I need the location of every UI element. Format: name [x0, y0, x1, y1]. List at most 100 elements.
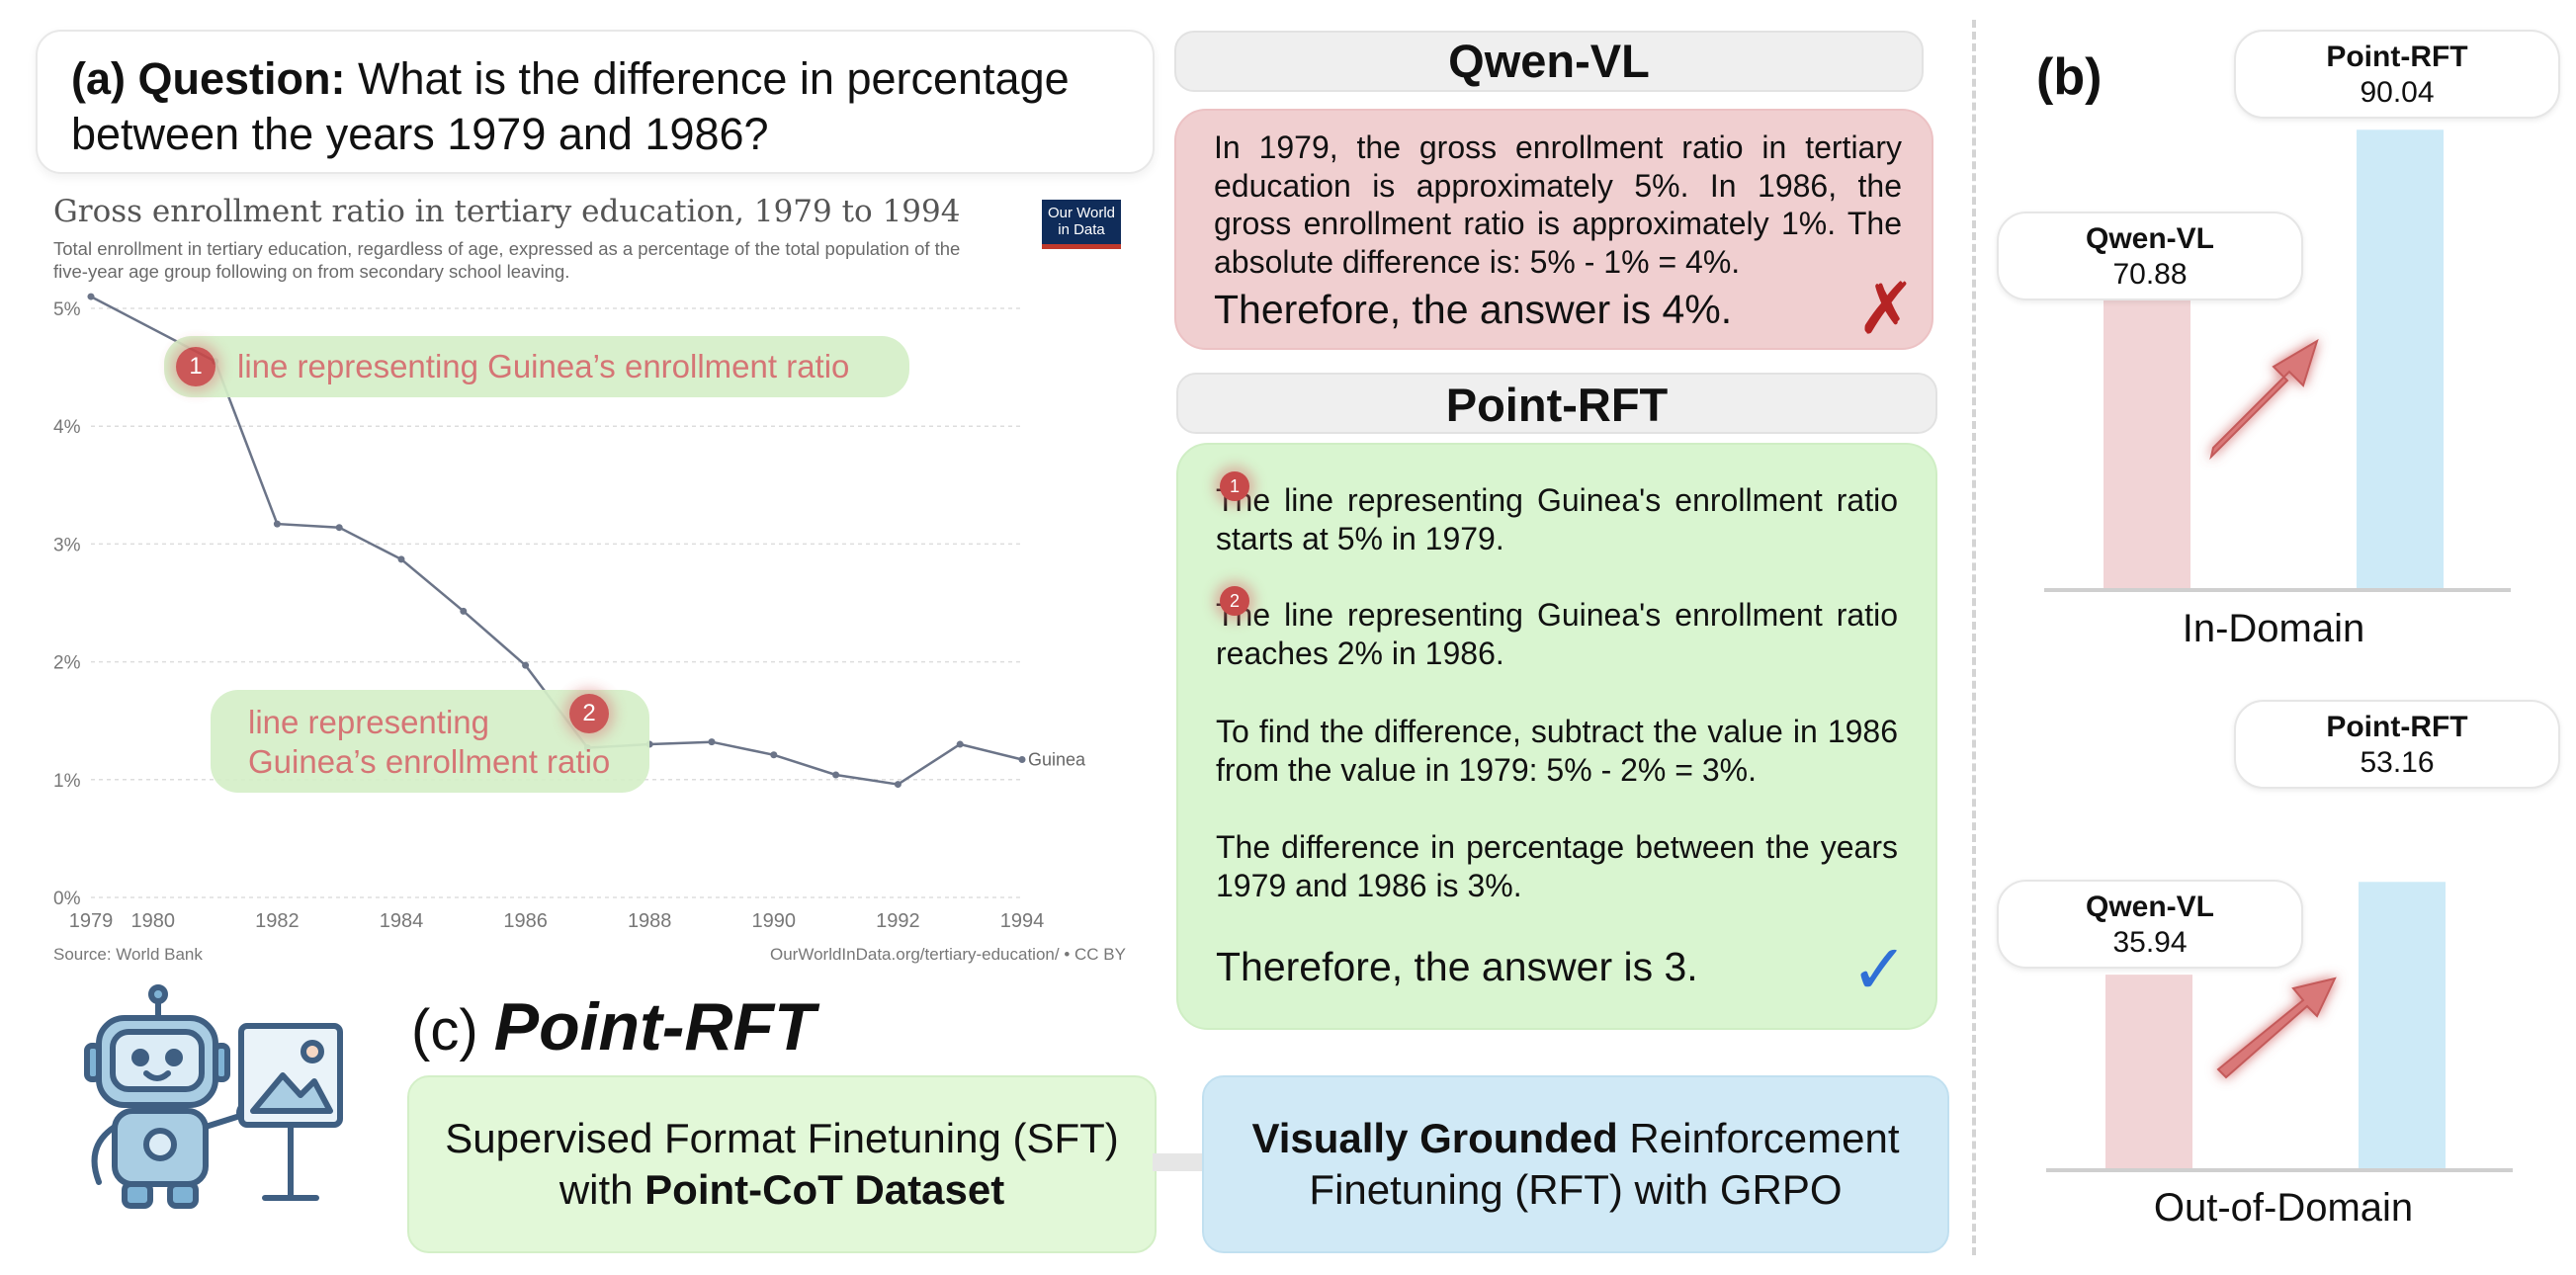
point-rft-step-3: To find the difference, subtract the val… [1216, 714, 1898, 788]
panel-b-label: (b) [2036, 48, 2103, 106]
out-domain-point-value: 53.16 [2360, 746, 2435, 779]
out-domain-caption: Out-of-Domain [2153, 1186, 2414, 1230]
question-line-1: (a) Question: What is the difference in … [71, 51, 1070, 107]
point-rft-step-2: The line representing Guinea's enrollmen… [1216, 597, 1898, 671]
question-bubble: (a) Question: What is the difference in … [36, 30, 1155, 174]
up-arrow-icon-small [2216, 977, 2337, 1079]
in-domain-bar-point-rft [2357, 129, 2444, 588]
in-domain-point-value: 90.04 [2360, 76, 2435, 109]
question-label: (a) Question: [71, 53, 346, 104]
rft-bold-label: Visually Grounded [1251, 1115, 1618, 1161]
y-tick-label: 0% [53, 889, 81, 909]
x-tick-label: 1994 [1000, 910, 1045, 932]
out-domain-qwen-name: Qwen-VL [2085, 891, 2214, 923]
robot-icon [84, 984, 262, 1209]
x-tick-label: 1990 [752, 910, 797, 932]
in-domain-qwen-value: 70.88 [2112, 258, 2188, 291]
in-domain-point-name: Point-RFT [2326, 41, 2468, 73]
sft-stage-box: Supervised Format Finetuning (SFT) with … [407, 1075, 1157, 1253]
step-marker-1: 1 [1220, 471, 1249, 501]
data-point [522, 661, 530, 669]
annotation-2-line-1: line representing [248, 704, 489, 740]
point-rft-response: The line representing Guinea's enrollmen… [1176, 443, 1937, 1030]
cross-mark-icon: ✗ [1856, 270, 1917, 349]
stage-connector [1153, 1153, 1202, 1171]
chart-source: Source: World Bank [53, 945, 203, 964]
data-point [770, 751, 778, 759]
y-tick-label: 1% [53, 771, 81, 792]
data-point [956, 740, 964, 748]
marker-1: 1 [176, 347, 215, 386]
qwen-reasoning: In 1979, the gross enrollment ratio in t… [1214, 129, 1902, 280]
question-line-2: between the years 1979 and 1986? [71, 109, 769, 159]
in-domain-qwen-name: Qwen-VL [2085, 222, 2214, 255]
check-mark-icon: ✓ [1850, 931, 1909, 1008]
out-domain-bar-point-rft [2359, 882, 2446, 1168]
owid-logo: Our World in Data [1042, 200, 1121, 249]
x-tick-label: 1979 [69, 910, 114, 932]
y-tick-label: 4% [53, 417, 81, 438]
data-point [460, 607, 468, 615]
chart-subtitle-1: Total enrollment in tertiary education, … [53, 238, 961, 259]
data-point [832, 771, 840, 779]
panel-c-title: Point-RFT [493, 989, 816, 1064]
out-domain-qwen-value: 35.94 [2112, 926, 2188, 959]
y-tick-label: 3% [53, 535, 81, 555]
data-point [708, 738, 716, 746]
picture-easel-icon [238, 1023, 343, 1201]
x-tick-label: 1986 [503, 910, 548, 932]
in-domain-qwen-label: Qwen-VL 70.88 [1997, 212, 2303, 300]
step-marker-2: 2 [1220, 586, 1249, 616]
annotation-2: line representing Guinea’s enrollment ra… [211, 690, 649, 793]
qwen-response: In 1979, the gross enrollment ratio in t… [1174, 109, 1933, 350]
data-point [397, 555, 405, 563]
panel-c-letter: (c) [411, 998, 478, 1062]
point-rft-step-1: The line representing Guinea's enrollmen… [1216, 482, 1898, 556]
y-tick-label: 2% [53, 653, 81, 674]
point-rft-answer: Therefore, the answer is 3. [1216, 944, 1698, 989]
chart-subtitle-2: five-year age group following on from se… [53, 261, 570, 282]
in-domain-caption: In-Domain [2182, 607, 2365, 650]
y-tick-label: 5% [53, 299, 81, 320]
line-chart: 0% 1% 2% 3% 4% 5% 1979 1980 1982 1984 1986 1988 1990… [53, 293, 1086, 932]
data-point [1018, 756, 1026, 764]
qwen-header: Qwen-VL [1174, 31, 1924, 92]
logo-line-1: Our World [1047, 205, 1116, 221]
x-tick-label: 1988 [628, 910, 672, 932]
rft-stage-box: Visually Grounded Reinforcement Finetuni… [1202, 1075, 1949, 1253]
sft-line-1: Supervised Format Finetuning (SFT) [445, 1115, 1119, 1161]
annotation-1: 1 line representing Guinea’s enrollment … [164, 336, 909, 397]
out-domain-qwen-label: Qwen-VL 35.94 [1997, 880, 2303, 969]
sft-line-2-prefix: with [558, 1166, 645, 1213]
qwen-answer: Therefore, the answer is 4%. [1214, 287, 1733, 332]
out-domain-bar-qwen [2105, 975, 2192, 1168]
series-label: Guinea [1028, 750, 1086, 770]
point-rft-header: Point-RFT [1176, 373, 1937, 434]
x-tick-label: 1980 [131, 910, 176, 932]
x-tick-label: 1982 [255, 910, 300, 932]
rft-line-1-rest: Reinforcement [1617, 1115, 1900, 1161]
in-domain-point-label: Point-RFT 90.04 [2234, 30, 2560, 119]
question-text-1: What is the difference in percentage [358, 53, 1070, 104]
panel-c-label: (c) Point-RFT [411, 988, 816, 1065]
logo-line-2: in Data [1058, 221, 1105, 238]
up-arrow-icon [2209, 338, 2319, 461]
out-domain-point-label: Point-RFT 53.16 [2234, 700, 2560, 789]
annotation-2-line-2: Guinea’s enrollment ratio [248, 743, 611, 780]
data-point [335, 524, 343, 532]
x-tick-label: 1984 [380, 910, 424, 932]
sft-line-2: with Point-CoT Dataset [409, 1166, 1155, 1214]
chart-title: Gross enrollment ratio in tertiary educa… [53, 194, 961, 229]
sft-dataset-name: Point-CoT Dataset [644, 1166, 1005, 1213]
data-point [894, 781, 902, 789]
data-point [273, 520, 281, 528]
rft-line-2: Finetuning (RFT) with GRPO [1309, 1166, 1843, 1213]
marker-2: 2 [569, 694, 609, 733]
annotation-1-text: line representing Guinea’s enrollment ra… [237, 348, 850, 384]
data-point [87, 293, 95, 300]
point-rft-step-4: The difference in percentage between the… [1216, 829, 1898, 903]
panel-divider [1972, 20, 1976, 1255]
x-tick-label: 1992 [876, 910, 920, 932]
chart-url: OurWorldInData.org/tertiary-education/ •… [770, 945, 1126, 964]
rft-line-1: Visually Grounded Reinforcement [1204, 1115, 1947, 1162]
